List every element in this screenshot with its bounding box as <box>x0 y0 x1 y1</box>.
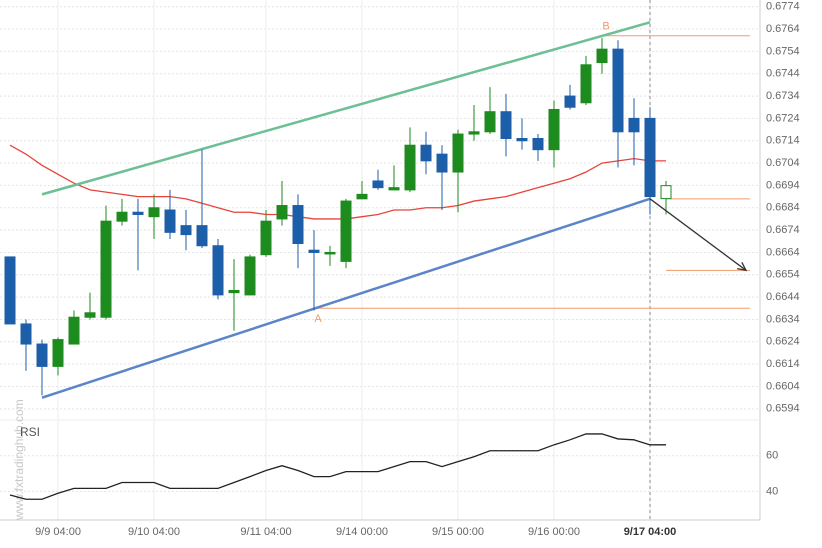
candle-body <box>196 225 208 247</box>
candle-body <box>596 48 608 64</box>
candle-body <box>292 205 304 245</box>
candle-body <box>4 256 16 325</box>
y-tick-label: 0.6724 <box>766 112 800 124</box>
candle-body <box>68 316 80 345</box>
candle-body <box>516 138 528 142</box>
channel-line <box>41 197 651 399</box>
watermark: www.fxtradinghub.com <box>12 399 26 521</box>
candle-body <box>644 117 656 198</box>
y-tick-label: 0.6714 <box>766 135 800 147</box>
rsi-title: RSI <box>20 425 40 439</box>
y-tick-label: 0.6764 <box>766 23 800 35</box>
candle-body <box>340 200 352 262</box>
candle-body <box>36 343 48 367</box>
rsi-tick-label: 40 <box>766 485 778 497</box>
x-tick-label: 9/16 00:00 <box>528 526 580 538</box>
candle-body <box>532 138 544 151</box>
candle-body <box>180 225 192 236</box>
candle-body <box>52 339 64 367</box>
candle-body <box>132 211 144 215</box>
candle-body <box>324 251 336 255</box>
level-label: B <box>602 21 609 33</box>
candle-body <box>372 180 384 189</box>
y-tick-label: 0.6734 <box>766 90 800 102</box>
candle-body <box>420 144 432 162</box>
rsi-line <box>9 433 666 500</box>
candle-body <box>148 207 160 218</box>
candle-body <box>468 131 480 135</box>
candle-body <box>100 220 112 318</box>
y-tick-label: 0.6614 <box>766 358 800 370</box>
candle-body <box>116 211 128 222</box>
y-tick-label: 0.6684 <box>766 202 800 214</box>
candle-body <box>84 312 96 318</box>
y-tick-label: 0.6594 <box>766 403 800 415</box>
candle-body <box>500 111 512 140</box>
candle-body <box>228 289 240 294</box>
x-tick-label: 9/11 04:00 <box>240 526 291 538</box>
channel-line <box>41 21 651 196</box>
y-tick-label: 0.6744 <box>766 68 800 80</box>
candle-body <box>404 144 416 191</box>
candle-body <box>548 108 560 151</box>
x-tick-label: 9/10 04:00 <box>128 526 180 538</box>
x-tick-label: 9/9 04:00 <box>35 526 81 538</box>
forecast-arrow <box>649 198 747 271</box>
moving-average <box>9 144 666 220</box>
candle-body <box>356 193 368 200</box>
rsi-tick-label: 60 <box>766 450 778 462</box>
candle-body <box>244 256 256 296</box>
candle-body <box>20 323 32 345</box>
y-tick-label: 0.6604 <box>766 380 800 392</box>
candle-body <box>612 48 624 133</box>
candle-body <box>164 209 176 233</box>
y-tick-label: 0.6644 <box>766 291 800 303</box>
y-tick-label: 0.6664 <box>766 246 800 258</box>
y-tick-label: 0.6634 <box>766 313 800 325</box>
candle-body <box>564 95 576 108</box>
candle-body <box>484 111 496 133</box>
x-tick-label: 9/15 00:00 <box>432 526 484 538</box>
y-tick-label: 0.6674 <box>766 224 800 236</box>
candle-body <box>276 205 288 220</box>
candle-body <box>388 187 400 191</box>
x-tick-label: 9/17 04:00 <box>624 526 677 538</box>
level-label: A <box>314 313 322 325</box>
candle-body <box>660 185 672 200</box>
arrow-head <box>737 262 748 272</box>
candle-body <box>628 117 640 133</box>
y-tick-label: 0.6624 <box>766 336 800 348</box>
candle-body <box>580 64 592 104</box>
candle-body <box>308 249 320 253</box>
y-tick-label: 0.6774 <box>766 1 800 13</box>
candle-body <box>260 220 272 256</box>
y-tick-label: 0.6654 <box>766 269 800 281</box>
y-tick-label: 0.6704 <box>766 157 800 169</box>
y-tick-label: 0.6754 <box>766 45 800 57</box>
x-tick-label: 9/14 00:00 <box>336 526 388 538</box>
candle-body <box>452 133 464 173</box>
y-tick-label: 0.6694 <box>766 179 800 191</box>
candle-body <box>212 245 224 296</box>
candle-body <box>436 153 448 173</box>
